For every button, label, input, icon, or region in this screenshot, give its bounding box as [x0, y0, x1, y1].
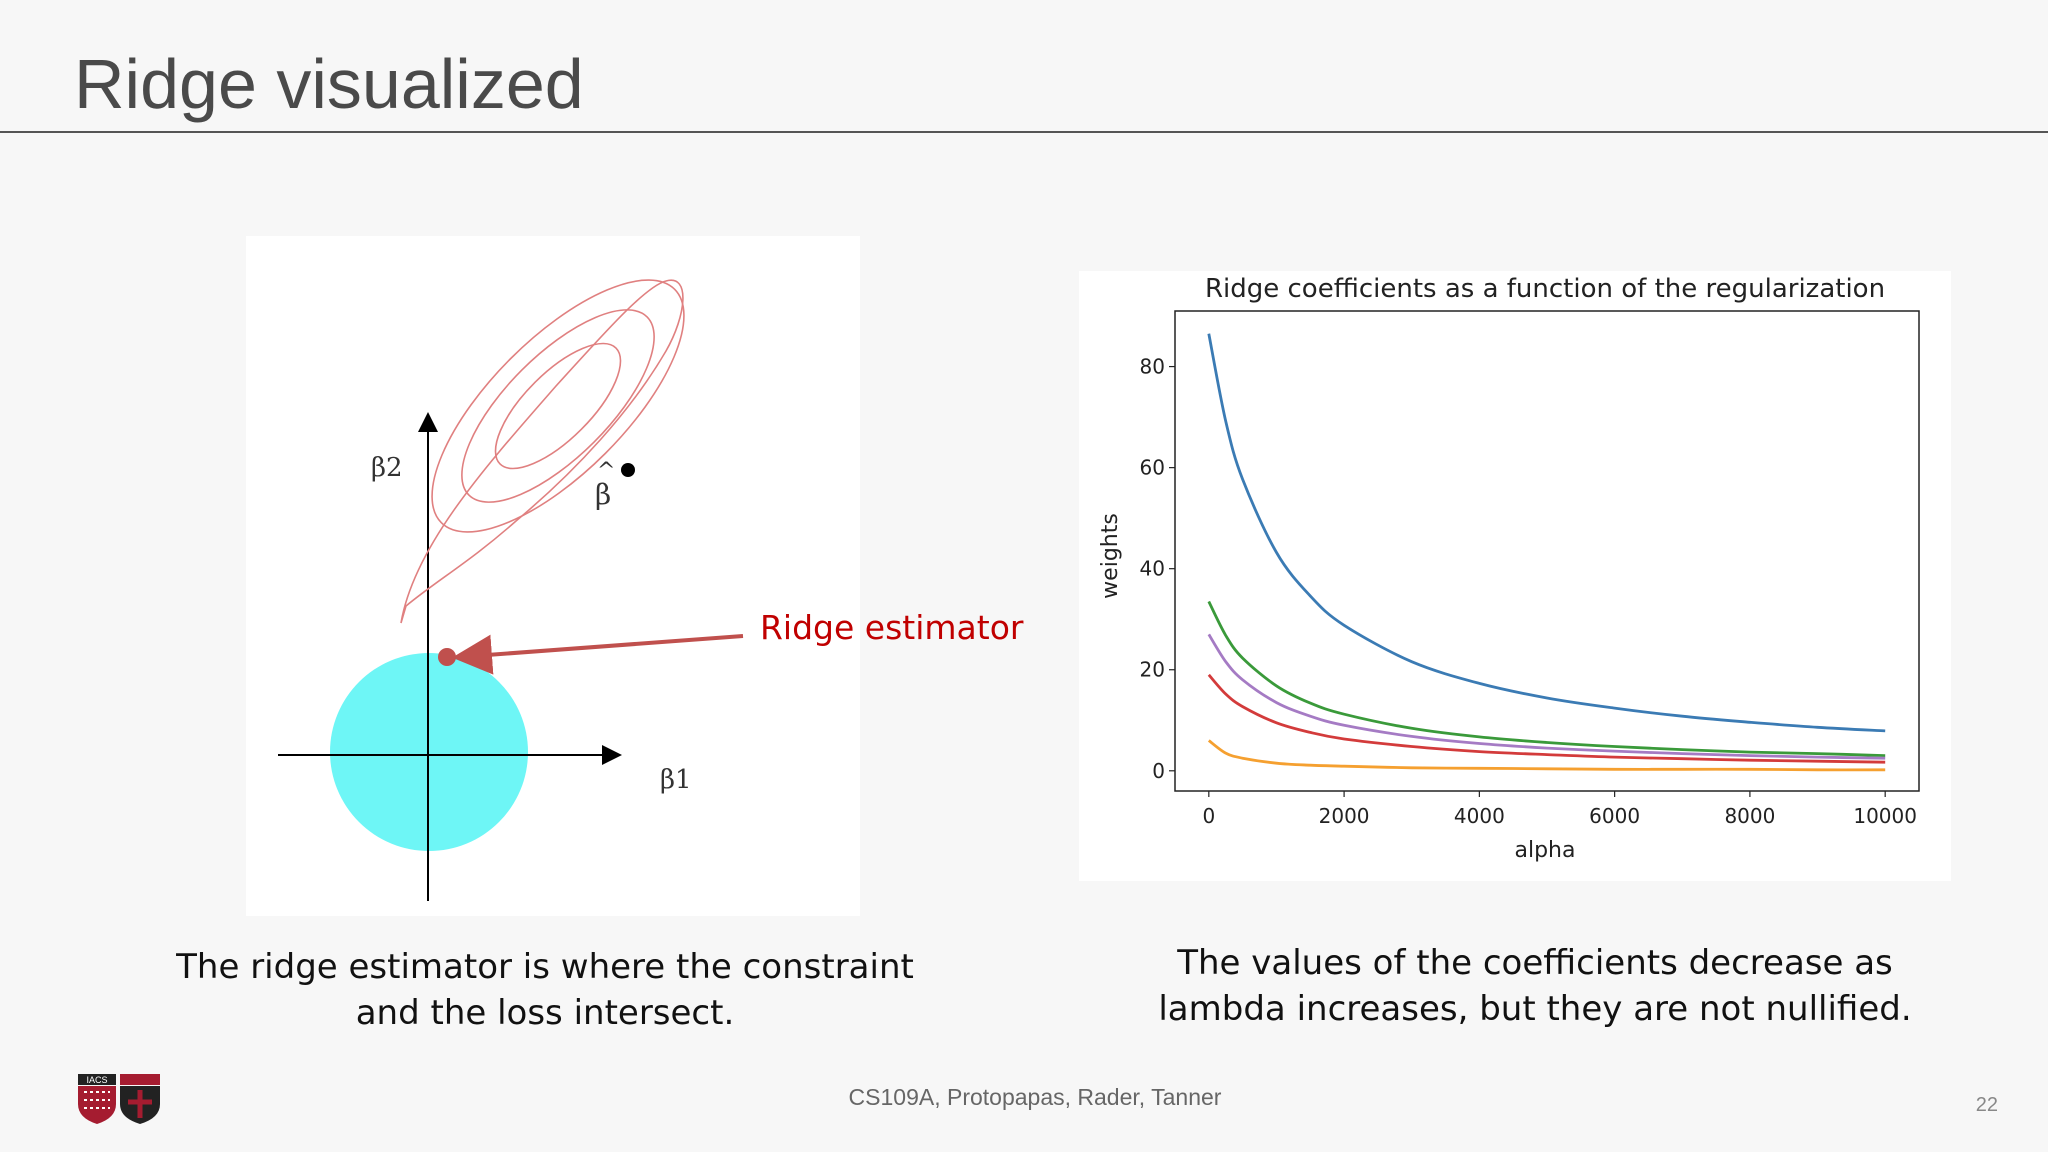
y-tick-label: 40: [1140, 557, 1165, 581]
iacs-harvard-logo: IACS: [76, 1074, 162, 1129]
ridge-geometry-svg: ^ β β2 β1: [278, 279, 744, 901]
series-line-2: [1207, 600, 1886, 757]
y-tick-label: 20: [1140, 658, 1165, 682]
series-lines: [1207, 333, 1886, 772]
beta2-label: β2: [371, 453, 403, 483]
series-line-1: [1207, 333, 1886, 733]
contour-4: [400, 279, 684, 624]
x-tick-label: 0: [1202, 804, 1215, 828]
x-tick-label: 8000: [1724, 804, 1775, 828]
contour-2: [461, 309, 655, 503]
right-caption-line1: The values of the coefficients decrease …: [1177, 943, 1893, 983]
ridge-geometry-figure: ^ β β2 β1: [246, 236, 860, 916]
beta-hat-caret: ^: [597, 459, 615, 484]
ridge-estimator-point: [438, 648, 456, 666]
x-tick-label: 4000: [1454, 804, 1505, 828]
title-divider: [0, 131, 2048, 133]
y-ticks: 0 20 40 60 80: [1140, 355, 1175, 783]
series-line-5: [1207, 739, 1886, 772]
right-caption-line2: lambda increases, but they are not nulli…: [1158, 989, 1912, 1029]
x-ticks: 0 2000 4000 6000 8000 10000: [1202, 791, 1917, 828]
chart-svg: Ridge coefficients as a function of the …: [1098, 274, 1920, 863]
beta-hat-label: β: [595, 478, 611, 511]
left-caption: The ridge estimator is where the constra…: [160, 944, 930, 1036]
contour-3: [431, 279, 685, 533]
series-line-4: [1207, 673, 1886, 764]
beta-hat-point: [621, 463, 635, 477]
y-axis-label: weights: [1098, 513, 1123, 599]
ridge-coefficients-chart: Ridge coefficients as a function of the …: [1079, 271, 1951, 881]
plot-frame: [1174, 310, 1920, 792]
page-number: 22: [1975, 1094, 1998, 1116]
y-tick-label: 0: [1152, 759, 1165, 783]
slide-title: Ridge visualized: [74, 45, 584, 123]
x-tick-label: 10000: [1853, 804, 1917, 828]
x-axis-label: alpha: [1515, 838, 1576, 863]
series-line-3: [1207, 633, 1886, 760]
y-tick-label: 80: [1140, 355, 1165, 379]
footer-credits: CS109A, Protopapas, Rader, Tanner: [848, 1084, 1222, 1110]
chart-title: Ridge coefficients as a function of the …: [1205, 274, 1885, 304]
ridge-estimator-label: Ridge estimator: [760, 608, 1024, 647]
right-caption: The values of the coefficients decrease …: [1140, 940, 1930, 1032]
left-caption-line1: The ridge estimator is where the constra…: [176, 947, 914, 987]
left-caption-line2: and the loss intersect.: [355, 993, 735, 1033]
x-tick-label: 6000: [1589, 804, 1640, 828]
y-tick-label: 60: [1140, 456, 1165, 480]
ridge-estimator-arrow: [452, 634, 744, 675]
logo-text: IACS: [86, 1075, 107, 1085]
x-tick-label: 2000: [1319, 804, 1370, 828]
loss-contours: [400, 279, 685, 624]
beta1-label: β1: [660, 765, 692, 795]
contour-1: [494, 342, 622, 470]
